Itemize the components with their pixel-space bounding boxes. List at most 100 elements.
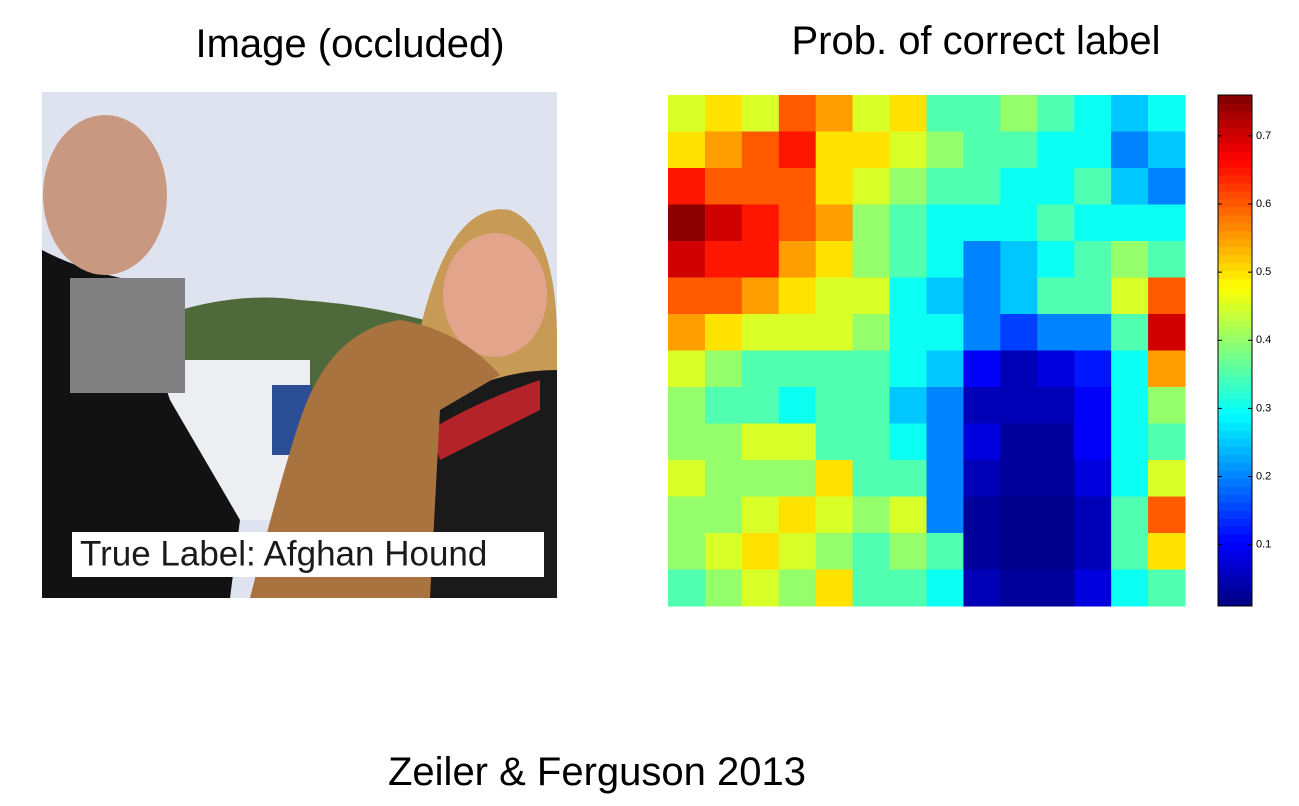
colorbar-step <box>1218 342 1252 351</box>
heat-cell <box>1148 277 1186 315</box>
heat-cell <box>1000 569 1038 607</box>
heat-cell <box>815 204 854 242</box>
heat-cell <box>926 423 964 461</box>
colorbar-tick-label: 0.6 <box>1256 198 1271 210</box>
heat-cell <box>704 168 743 205</box>
heat-cell <box>778 350 817 388</box>
heat-cell <box>1000 314 1038 351</box>
colorbar-step <box>1218 542 1252 551</box>
colorbar-step <box>1218 398 1252 407</box>
colorbar-step <box>1218 518 1252 527</box>
colorbar-step <box>1218 174 1252 184</box>
colorbar-step <box>1218 366 1252 375</box>
heat-cell <box>741 168 780 205</box>
heat-cell <box>778 496 817 534</box>
heat-cell <box>1000 95 1038 132</box>
heat-cell <box>704 204 743 242</box>
colorbar-step <box>1218 334 1252 344</box>
colorbar-tick-label: 0.2 <box>1256 470 1271 482</box>
heat-cell <box>926 277 964 315</box>
colorbar-step <box>1218 550 1252 559</box>
heat-cell <box>926 204 964 242</box>
heat-cell <box>889 423 927 461</box>
heat-cell <box>889 204 927 242</box>
colorbar-step <box>1218 558 1252 567</box>
heat-cell <box>963 350 1001 388</box>
heat-cell <box>1074 387 1112 424</box>
heat-cell <box>852 241 891 278</box>
heat-cell <box>1037 460 1075 497</box>
heat-cell <box>926 131 964 169</box>
heat-cell <box>704 533 743 570</box>
heat-cell <box>741 387 780 424</box>
heat-cell <box>1074 95 1112 132</box>
heat-cell <box>1148 204 1186 242</box>
heat-cell <box>668 204 706 242</box>
heat-cell <box>1000 277 1038 315</box>
photo: True Label: Afghan Hound <box>42 92 557 598</box>
heat-cell <box>889 314 927 351</box>
heat-cell <box>1074 131 1112 169</box>
heat-cell <box>1074 204 1112 242</box>
heat-cell <box>926 533 964 570</box>
heat-cell <box>852 423 891 461</box>
heat-cell <box>815 496 854 534</box>
heat-cell <box>778 533 817 570</box>
heat-cell <box>815 131 854 169</box>
heat-cell <box>852 569 891 607</box>
heat-cell <box>668 131 706 169</box>
heat-cell <box>741 131 780 169</box>
heat-cell <box>704 569 743 607</box>
heat-cell <box>815 168 854 205</box>
colorbar-step <box>1218 470 1252 479</box>
heat-cell <box>778 204 817 242</box>
heat-cell <box>963 314 1001 351</box>
heat-cell <box>668 168 706 205</box>
colorbar-step <box>1218 350 1252 359</box>
colorbar-step <box>1218 590 1252 599</box>
heat-cell <box>1037 204 1075 242</box>
colorbar-step <box>1218 206 1252 216</box>
heat-cell <box>1037 387 1075 424</box>
heat-cell <box>815 533 854 570</box>
heat-cell <box>1074 314 1112 351</box>
colorbar-step <box>1218 190 1252 200</box>
heat-cell <box>926 496 964 534</box>
heat-cell <box>889 277 927 315</box>
heat-cell <box>741 460 780 497</box>
heat-cell <box>926 314 964 351</box>
heat-cell <box>704 131 743 169</box>
heat-cell <box>1037 277 1075 315</box>
heat-cell <box>668 569 706 607</box>
heat-cell <box>1037 131 1075 169</box>
colorbar-tick-label: 0.4 <box>1256 334 1271 346</box>
heat-cell <box>963 241 1001 278</box>
colorbar-step <box>1218 254 1252 264</box>
caption: Zeiler & Ferguson 2013 <box>388 750 806 794</box>
heat-cell <box>668 241 706 278</box>
heat-cell <box>889 496 927 534</box>
heat-cell <box>926 168 964 205</box>
heat-cell <box>778 387 817 424</box>
colorbar-step <box>1218 110 1252 120</box>
heat-cell <box>852 496 891 534</box>
heat-cell <box>889 131 927 169</box>
colorbar-step <box>1218 478 1252 487</box>
colorbar-step <box>1218 534 1252 543</box>
heat-cell <box>1111 460 1149 497</box>
heat-cell <box>1111 423 1149 461</box>
heat-cell <box>778 314 817 351</box>
heat-cell <box>741 241 780 278</box>
heat-cell <box>741 423 780 461</box>
heat-cell <box>1074 423 1112 461</box>
heat-cell <box>1148 387 1186 424</box>
colorbar-step <box>1218 430 1252 439</box>
heat-cell <box>963 168 1001 205</box>
heat-cell <box>1000 204 1038 242</box>
heat-cell <box>1111 131 1149 169</box>
heat-cell <box>963 387 1001 424</box>
heat-cell <box>741 533 780 570</box>
heat-cell <box>778 241 817 278</box>
heat-cell <box>889 241 927 278</box>
colorbar-step <box>1218 382 1252 391</box>
